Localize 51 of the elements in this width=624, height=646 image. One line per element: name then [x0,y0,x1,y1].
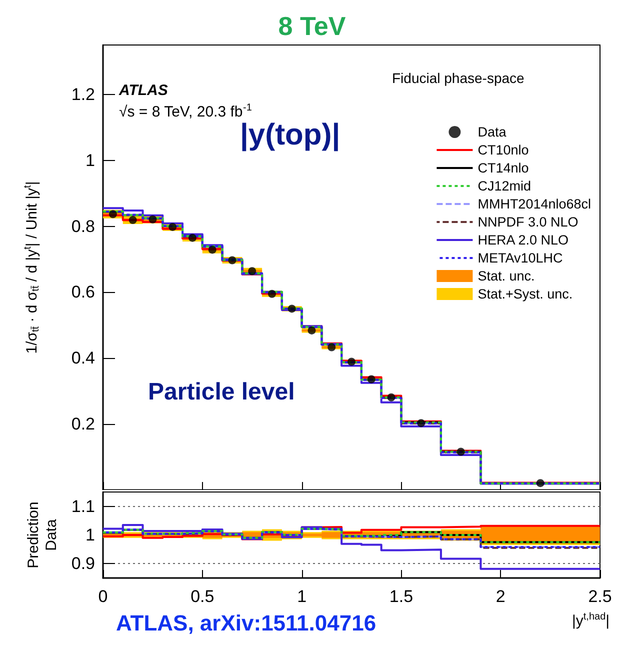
legend-label: CT14nlo [478,160,529,176]
point [348,358,356,366]
annotation: |y(top)| [240,118,340,152]
y-tick-label: 1.2 [71,84,95,104]
x-tick-label: 1 [297,587,307,606]
x-tick-label: 1.5 [389,587,414,606]
point [367,375,376,384]
y-tick-label: 1 [86,150,95,170]
point [268,290,276,298]
legend-label: NNPDF 3.0 NLO [478,214,578,230]
point [168,222,177,231]
point [328,343,336,352]
legend-label: Data [478,124,507,140]
y-tick-label: 0.9 [71,554,95,574]
legend-label: CJ12mid [478,178,531,194]
point [308,326,316,334]
point [148,215,157,224]
y-tick-label: 0.4 [71,348,95,368]
y-tick-label: 1 [86,526,95,544]
point [188,234,196,242]
point [248,267,256,276]
legend-label: CT10nlo [478,142,529,158]
annotation: ATLAS [118,82,168,99]
x-tick-label: 0 [98,587,108,606]
legend-label: HERA 2.0 NLO [478,232,568,248]
legend-label: Stat. unc. [478,268,535,284]
point [456,448,465,456]
text: ATLAS, arXiv:1511.04716 [116,610,376,636]
point [208,246,216,254]
y-tick-label: 1.1 [71,496,95,516]
point [536,479,544,488]
legend-label: Stat.+Syst. unc. [478,286,573,302]
y-axis-title: Prediction Data [24,502,60,568]
chart-title: 8 TeV [278,11,346,41]
y-tick-label: 0.2 [71,414,95,434]
y-tick-label: 0.8 [71,216,95,236]
point [387,393,396,402]
legend-label: METAv10LHC [478,250,563,266]
point [108,210,117,218]
x-tick-label: 0.5 [190,587,214,606]
annotation: Particle level [148,378,295,406]
point [417,419,426,428]
x-tick-label: 2 [496,587,506,606]
y-tick-label: 0.6 [71,282,95,302]
annotation: Fiducial phase-space [392,70,525,86]
legend-label: MMHT2014nlo68cl [478,196,592,212]
point [228,256,236,264]
point [128,216,137,224]
text: 1/σtt̄ · d σtt̄ / d |yt| / Unit |yt| [22,181,42,354]
point [288,304,296,313]
x-tick-label: 2.5 [588,587,612,606]
